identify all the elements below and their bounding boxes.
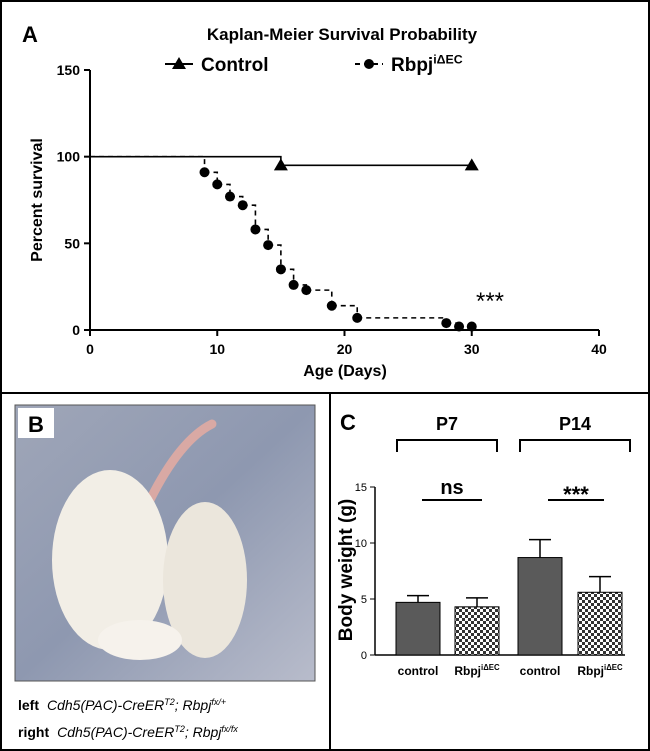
caption-part: Cdh5(PAC)-CreER (47, 697, 164, 713)
label-text: control (520, 664, 561, 678)
caption-part: fx/+ (211, 697, 226, 707)
y-tick-label: 15 (355, 482, 367, 494)
bracket (519, 439, 631, 452)
x-axis-label: Age (Days) (303, 363, 387, 380)
bar (577, 591, 623, 656)
y-axis-label: Body weight (g) (336, 499, 357, 641)
panel-label: B (28, 412, 44, 437)
x-tick-label: 10 (209, 341, 225, 357)
step-line (293, 284, 308, 291)
y-tick-label: 5 (361, 594, 367, 606)
label: RbpjiΔEC (454, 663, 500, 678)
x-tick-label: 0 (86, 341, 94, 357)
label: control (520, 664, 561, 678)
x-tick-label: 40 (591, 341, 607, 357)
mouse-head (98, 620, 182, 660)
annotation: *** (476, 288, 504, 315)
annotation: ns (440, 477, 463, 499)
x-tick-label: 20 (337, 341, 353, 357)
marker (172, 57, 186, 69)
superscript: iΔEC (481, 663, 500, 672)
caption-part: right (18, 724, 49, 740)
bar (454, 606, 500, 656)
label: control (398, 664, 439, 678)
y-tick-label: 0 (72, 322, 80, 338)
mouse (163, 502, 247, 658)
marker (364, 59, 374, 69)
caption-part: T2 (174, 724, 185, 734)
y-tick-label: 150 (57, 62, 81, 78)
caption-part: Cdh5(PAC)-CreER (57, 724, 174, 740)
annotation: *** (563, 482, 589, 507)
panel-label: A (22, 22, 38, 47)
caption: left Cdh5(PAC)-CreERT2; Rbpjfx/+ (18, 697, 226, 713)
step-line (90, 155, 282, 166)
caption-part: left (18, 697, 39, 713)
x-tick-label: 30 (464, 341, 480, 357)
label-text: Rbpj (391, 55, 433, 76)
marker (250, 224, 261, 235)
marker (464, 158, 479, 171)
caption: right Cdh5(PAC)-CreERT2; Rbpjfx/fx (18, 724, 238, 740)
y-tick-label: 10 (355, 538, 367, 550)
label-text: Rbpj (454, 664, 481, 678)
step-line (90, 155, 206, 173)
caption-part: T2 (164, 697, 175, 707)
superscript: iΔEC (433, 52, 463, 66)
group-label: P14 (559, 414, 591, 434)
step-line (242, 204, 257, 230)
y-tick-label: 0 (361, 650, 367, 662)
marker (273, 158, 288, 171)
chart-title: Kaplan-Meier Survival Probability (207, 25, 478, 44)
caption-part: ; Rbpj (175, 697, 212, 713)
bar (395, 601, 441, 656)
caption-part: fx/fx (221, 724, 238, 734)
y-tick-label: 100 (57, 149, 81, 165)
step-line (268, 244, 282, 270)
label-text: control (398, 664, 439, 678)
group-label: P7 (436, 414, 458, 434)
mouse (52, 470, 168, 650)
label: RbpjiΔEC (391, 52, 463, 76)
bracket (396, 439, 498, 452)
tail (145, 419, 217, 505)
label-text: Rbpj (577, 664, 604, 678)
panel-label: C (340, 410, 356, 435)
bar (517, 557, 563, 656)
label: RbpjiΔEC (577, 663, 623, 678)
label: Control (201, 55, 269, 76)
superscript: iΔEC (604, 663, 623, 672)
step-line (280, 268, 295, 285)
step-line (357, 317, 448, 324)
label-text: Control (201, 55, 269, 76)
photo-panel: B (14, 404, 316, 682)
marker (466, 321, 477, 332)
caption-part: ; Rbpj (185, 724, 222, 740)
y-tick-label: 50 (64, 235, 80, 251)
step-line (255, 228, 269, 246)
label-box (18, 408, 54, 438)
y-axis-label: Percent survival (29, 138, 46, 262)
